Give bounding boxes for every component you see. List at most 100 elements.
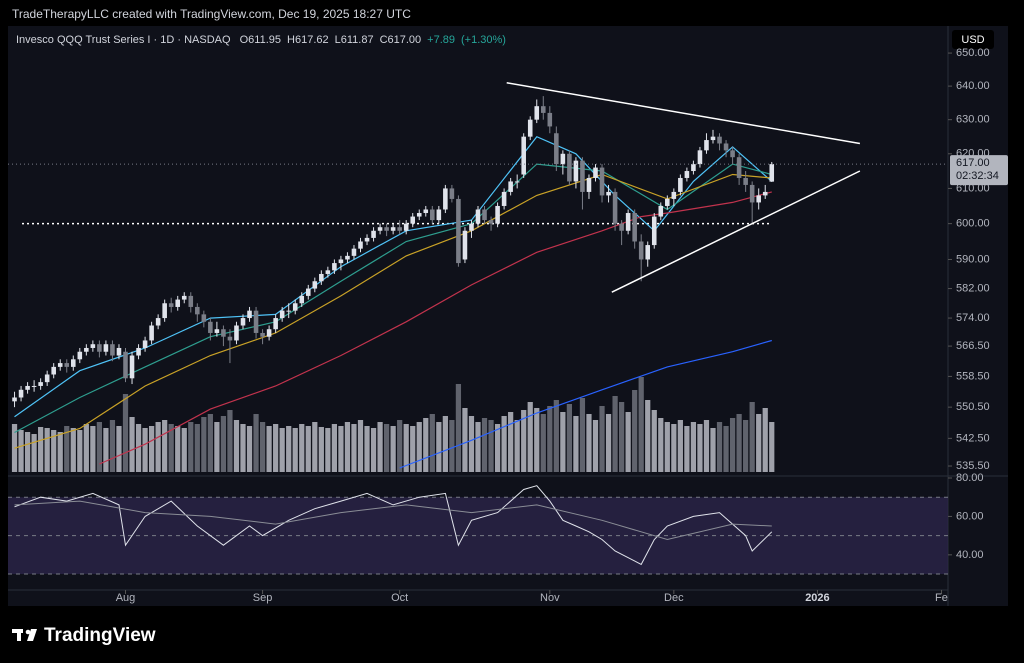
candle-body bbox=[110, 344, 115, 356]
volume-bar bbox=[83, 424, 89, 472]
candle-body bbox=[64, 363, 70, 367]
candle-body bbox=[769, 164, 775, 182]
volume-bar bbox=[384, 424, 390, 472]
volume-bar bbox=[612, 396, 618, 472]
volume-bar bbox=[703, 420, 710, 472]
volume-bar bbox=[462, 408, 468, 472]
volume-bar bbox=[57, 432, 63, 472]
candle-body bbox=[697, 150, 703, 165]
volume-bar bbox=[449, 420, 455, 472]
volume-bar bbox=[266, 426, 272, 472]
candle-body bbox=[168, 303, 174, 307]
candle-body bbox=[443, 188, 448, 210]
y-tick-label: 558.50 bbox=[956, 370, 990, 382]
legend: Invesco QQQ Trust Series I · 1D · NASDAQ… bbox=[16, 34, 512, 46]
volume-bar bbox=[377, 422, 383, 472]
volume-bar bbox=[318, 427, 324, 472]
volume-bar bbox=[527, 402, 533, 472]
candle-body bbox=[358, 241, 363, 249]
x-tick-label: Nov bbox=[540, 592, 560, 604]
volume-bar bbox=[749, 402, 755, 472]
volume-bar bbox=[736, 414, 742, 472]
volume-bar bbox=[592, 420, 599, 472]
volume-bar bbox=[90, 426, 96, 472]
candle-body bbox=[208, 321, 213, 333]
trendline bbox=[611, 170, 861, 293]
candle-body bbox=[338, 259, 344, 264]
candle-body bbox=[743, 177, 748, 185]
x-tick-label: 2026 bbox=[805, 592, 829, 604]
volume-bar bbox=[468, 416, 475, 472]
volume-bar bbox=[207, 414, 213, 472]
volume-bar bbox=[312, 422, 318, 472]
candle-body bbox=[488, 220, 494, 224]
volume-bar bbox=[18, 430, 24, 472]
volume-bar bbox=[645, 400, 651, 472]
volume-bar bbox=[769, 422, 775, 472]
candle-body bbox=[57, 363, 63, 367]
volume-bar bbox=[31, 434, 37, 472]
volume-bar bbox=[357, 420, 364, 472]
candle-body bbox=[625, 213, 631, 231]
volume-bar bbox=[534, 408, 540, 472]
candle-body bbox=[195, 306, 200, 315]
candle-body bbox=[371, 230, 376, 238]
volume-bar bbox=[397, 420, 403, 472]
last-price-label: 617.00 bbox=[956, 157, 990, 169]
candle-body bbox=[482, 209, 487, 221]
candle-body bbox=[273, 318, 278, 330]
candle-body bbox=[527, 119, 533, 137]
volume-bar bbox=[214, 422, 220, 472]
volume-bar bbox=[416, 422, 422, 472]
candle-body bbox=[31, 385, 37, 387]
candle-body bbox=[508, 181, 513, 192]
volume-bar bbox=[488, 420, 494, 472]
legend-value: H617.62 bbox=[287, 34, 329, 46]
candle-body bbox=[456, 198, 461, 264]
volume-bar bbox=[292, 428, 298, 472]
x-tick-label: Dec bbox=[664, 592, 684, 604]
candle-body bbox=[749, 184, 755, 203]
volume-bar bbox=[540, 414, 546, 472]
candle-body bbox=[377, 227, 383, 231]
candle-body bbox=[201, 314, 207, 322]
legend-value: (+1.30%) bbox=[461, 34, 506, 46]
candle-body bbox=[469, 223, 474, 231]
moving-average bbox=[399, 339, 772, 469]
candle-body bbox=[449, 188, 455, 199]
candle-body bbox=[573, 160, 579, 182]
candle-body bbox=[560, 153, 566, 165]
volume-bar bbox=[566, 404, 572, 472]
volume-bar bbox=[697, 424, 703, 472]
candle-body bbox=[567, 153, 572, 182]
candle-body bbox=[521, 136, 526, 175]
volume-bar bbox=[710, 428, 716, 472]
volume-bar bbox=[253, 414, 259, 472]
volume-bar bbox=[475, 422, 481, 472]
candle-body bbox=[12, 397, 17, 402]
volume-bar bbox=[743, 420, 749, 472]
volume-bar bbox=[181, 428, 187, 472]
footer-brand: TradingView bbox=[44, 625, 156, 646]
candle-body bbox=[247, 310, 252, 319]
volume-bar bbox=[586, 414, 592, 472]
candle-body bbox=[116, 347, 122, 356]
candle-body bbox=[129, 355, 135, 379]
candle-body bbox=[162, 303, 167, 319]
candle-body bbox=[390, 227, 396, 231]
candle-body bbox=[645, 245, 651, 260]
candle-body bbox=[70, 359, 76, 367]
legend-value: C617.00 bbox=[379, 34, 422, 46]
volume-bar bbox=[729, 418, 736, 472]
candle-body bbox=[253, 310, 259, 333]
candle-body bbox=[332, 263, 337, 271]
candle-body bbox=[240, 318, 246, 326]
candle-body bbox=[547, 112, 553, 127]
main-pane bbox=[11, 82, 861, 472]
volume-bar bbox=[547, 406, 553, 472]
rsi-band bbox=[8, 497, 948, 575]
y-tick-label: 630.00 bbox=[956, 114, 990, 126]
volume-bar bbox=[521, 410, 527, 472]
volume-bar bbox=[501, 416, 507, 472]
